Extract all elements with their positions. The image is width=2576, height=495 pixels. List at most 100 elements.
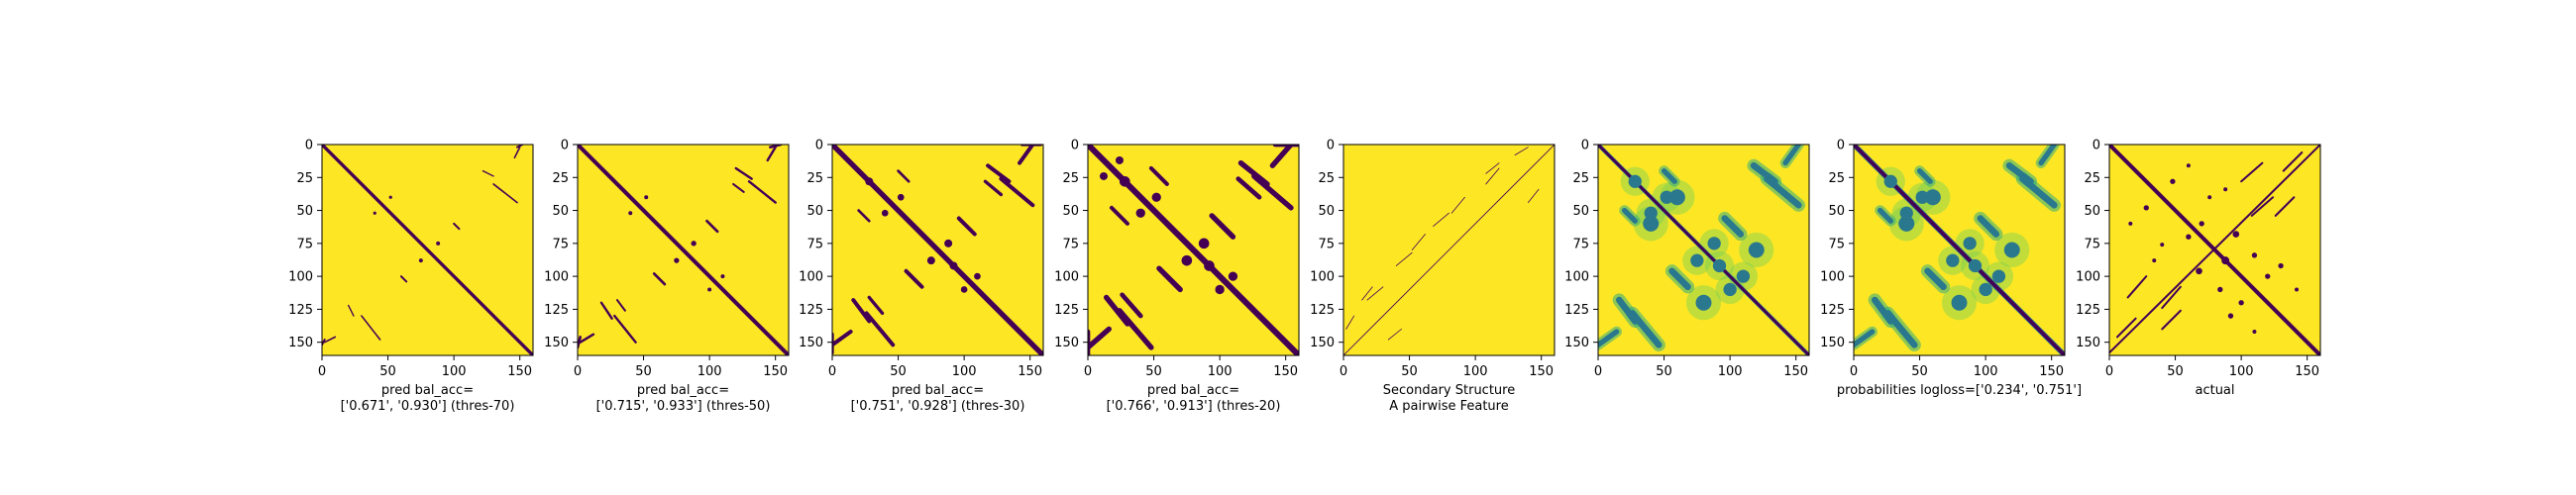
heatmap-contact-segment: [599, 301, 613, 320]
heatmap-contact-segment: [2282, 150, 2304, 172]
heatmap-contact-blob: [1690, 253, 1704, 267]
heatmap-contact-segment: [999, 176, 1035, 208]
y-tick-label: 50: [806, 204, 823, 219]
heatmap-contact-blob: [897, 193, 905, 201]
y-tick-label: 125: [1054, 303, 1079, 318]
heatmap-contact-segment: [453, 222, 461, 231]
heatmap-contact-segment: [832, 330, 853, 347]
heatmap-contact-blob: [865, 177, 874, 186]
x-tick-label: 0: [1594, 364, 1602, 379]
heatmap-contact-segment: [1366, 286, 1384, 301]
x-tick-label: 0: [828, 364, 836, 379]
heatmap-contact-segment: [1018, 145, 1035, 165]
axes-frame: [1853, 144, 2066, 356]
x-axis-label: pred bal_acc= ['0.751', '0.928'] (thres-3…: [851, 383, 1025, 414]
heatmap-contact-blob: [1707, 237, 1721, 250]
heatmap-panel-pred-thres-70: 0 50 100 150 0 25 50 75 100 125 150 pred bal_acc= ['…: [288, 139, 534, 414]
x-tick-label: 50: [1656, 364, 1672, 379]
heatmap-contact-blob: [1099, 171, 1108, 180]
heatmap-contact-segment: [1433, 212, 1449, 227]
heatmap-contact-segment: [361, 315, 381, 341]
heatmap-contact-blob: [2128, 221, 2133, 226]
heatmap-contact-blob: [1660, 190, 1673, 204]
x-tick-label: 100: [952, 364, 977, 379]
heatmap-contact-blob: [2232, 231, 2240, 238]
y-tick-label: 125: [1820, 303, 1845, 318]
heatmap-contact-segment: [482, 169, 494, 177]
heatmap-contact-blob: [436, 241, 441, 246]
heatmap-contact-blob: [418, 258, 423, 263]
y-tick-label: 0: [2093, 139, 2100, 153]
y-tick-label: 25: [1828, 171, 1845, 186]
x-tick-label: 150: [1018, 364, 1042, 379]
heatmap-contact-segment: [492, 183, 518, 204]
x-axis-label: actual: [2195, 383, 2234, 398]
heatmap-contact-blob: [1228, 271, 1238, 281]
y-tick-label: 150: [799, 336, 823, 350]
heatmap-contact-segment: [1103, 294, 1130, 327]
heatmap-contact-segment: [1514, 147, 1529, 156]
heatmap-contact-blob: [926, 256, 935, 265]
x-tick-label: 100: [1974, 364, 1998, 379]
x-axis-label: pred bal_acc= ['0.766', '0.913'] (thres-2…: [1107, 383, 1281, 414]
heatmap-contact-segment: [1668, 267, 1691, 291]
heatmap-contact-blob: [1135, 208, 1145, 218]
y-tick-label: 125: [799, 303, 823, 318]
heatmap-contact-blob: [644, 195, 649, 200]
heatmap-contact-segment: [1661, 167, 1677, 184]
heatmap-contact-blob: [2160, 243, 2165, 248]
heatmap-contact-blob: [2217, 286, 2223, 293]
heatmap-contact-segment: [513, 146, 521, 159]
heatmap-contact-blob: [373, 211, 376, 215]
x-tick-label: 150: [1273, 364, 1298, 379]
heatmap-contact-segment: [1750, 161, 1778, 185]
heatmap-panel-secondary-structure: 0 50 100 150 0 25 50 75 100 125 150 Secondary Struc…: [1310, 139, 1556, 414]
heatmap-contact-blob: [2207, 195, 2212, 200]
x-tick-label: 50: [635, 364, 652, 379]
y-tick-label: 100: [288, 270, 313, 285]
x-tick-label: 50: [1401, 364, 1418, 379]
heatmap-contact-blob: [944, 239, 953, 248]
heatmap-cells: [1598, 145, 1809, 355]
heatmap-contact-blob: [2295, 287, 2300, 292]
heatmap-contact-segment: [1361, 286, 1373, 301]
y-tick-label: 0: [305, 139, 313, 153]
heatmap-contact-segment: [851, 298, 872, 324]
heatmap-contact-blob: [1204, 260, 1215, 271]
heatmap-contact-segment: [1871, 296, 1894, 325]
heatmap-contact-segment: [1485, 167, 1500, 185]
y-tick-label: 100: [1054, 270, 1079, 285]
y-tick-label: 150: [1820, 336, 1845, 350]
heatmap-contact-segment: [1345, 315, 1355, 330]
x-tick-label: 0: [2105, 364, 2113, 379]
x-tick-label: 100: [2229, 364, 2254, 379]
heatmap-contact-blob: [1198, 238, 1210, 249]
heatmap-contact-segment: [579, 333, 595, 344]
y-tick-label: 75: [1572, 237, 1589, 251]
heatmap-contact-blob: [720, 274, 725, 279]
heatmap-contact-segment: [1485, 162, 1500, 174]
heatmap-contact-blob: [2143, 205, 2149, 211]
heatmap-contact-segment: [1721, 215, 1745, 238]
heatmap-contact-segment: [2161, 285, 2182, 310]
y-tick-label: 75: [1062, 237, 1079, 251]
heatmap-contact-segment: [323, 336, 337, 344]
heatmap-contact-segment: [2126, 275, 2148, 299]
heatmap-contact-blob: [1643, 215, 1660, 232]
heatmap-contact-segment: [897, 169, 911, 183]
heatmap-contact-segment: [1209, 213, 1236, 240]
heatmap-panel-pred-thres-30: 0 50 100 150 0 25 50 75 100 125 150 pred bal_acc= ['…: [799, 139, 1044, 414]
heatmap-panel-pred-thres-50: 0 50 100 150 0 25 50 75 100 125 150 pred bal_acc= ['…: [544, 139, 790, 414]
y-tick-label: 25: [1572, 171, 1589, 186]
heatmap-contact-segment: [2240, 161, 2264, 183]
heatmap-contact-blob: [1979, 282, 1992, 297]
heatmap-contact-segment: [1924, 267, 1947, 291]
y-tick-label: 50: [1318, 204, 1335, 219]
heatmap-contact-blob: [1915, 190, 1929, 204]
heatmap-contact-blob: [2278, 262, 2284, 269]
heatmap-cells: [578, 145, 789, 355]
heatmap-contact-segment: [1615, 296, 1639, 325]
axes-frame: [1597, 144, 1810, 356]
y-tick-label: 75: [552, 237, 569, 251]
heatmap-contact-segment: [1877, 207, 1893, 224]
